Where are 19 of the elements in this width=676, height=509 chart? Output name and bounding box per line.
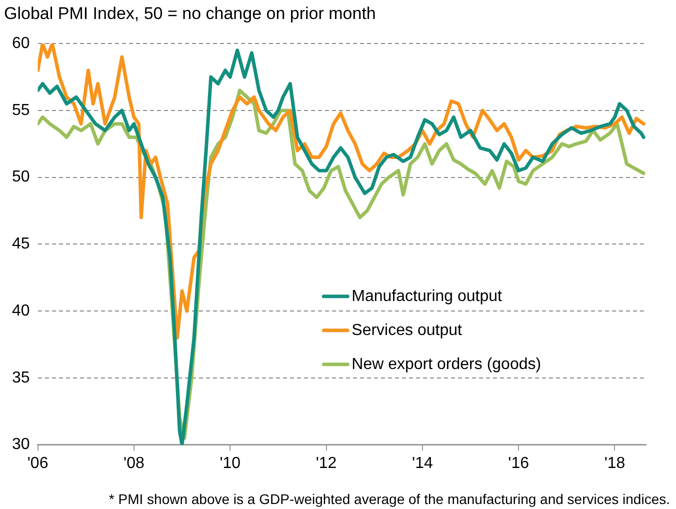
y-tick-label: 40 xyxy=(12,302,30,320)
y-tick-label: 60 xyxy=(12,35,30,52)
x-tick-label: '12 xyxy=(316,454,337,472)
text: * PMI shown above is a GDP-weighted average of the manufacturing and services indices. xyxy=(108,491,670,507)
legend-label: Manufacturing output xyxy=(352,288,503,305)
y-tick-label: 50 xyxy=(12,168,30,186)
x-tick-label: '14 xyxy=(412,454,433,472)
y-tick-label: 30 xyxy=(12,436,30,454)
x-tick-label: '16 xyxy=(508,454,530,472)
chart-title: Global PMI Index, 50 = no change on prior month xyxy=(4,4,376,24)
y-tick-label: 45 xyxy=(12,236,30,253)
y-tick-label: 55 xyxy=(12,102,30,119)
x-tick-label: '10 xyxy=(220,454,241,472)
y-tick-label: 35 xyxy=(12,369,30,386)
x-tick-label: '06 xyxy=(27,454,48,472)
x-tick-label: '08 xyxy=(124,454,144,472)
x-tick-label: '18 xyxy=(604,454,626,472)
legend-label: Services output xyxy=(352,322,462,339)
legend-label: New export orders (goods) xyxy=(352,356,542,373)
